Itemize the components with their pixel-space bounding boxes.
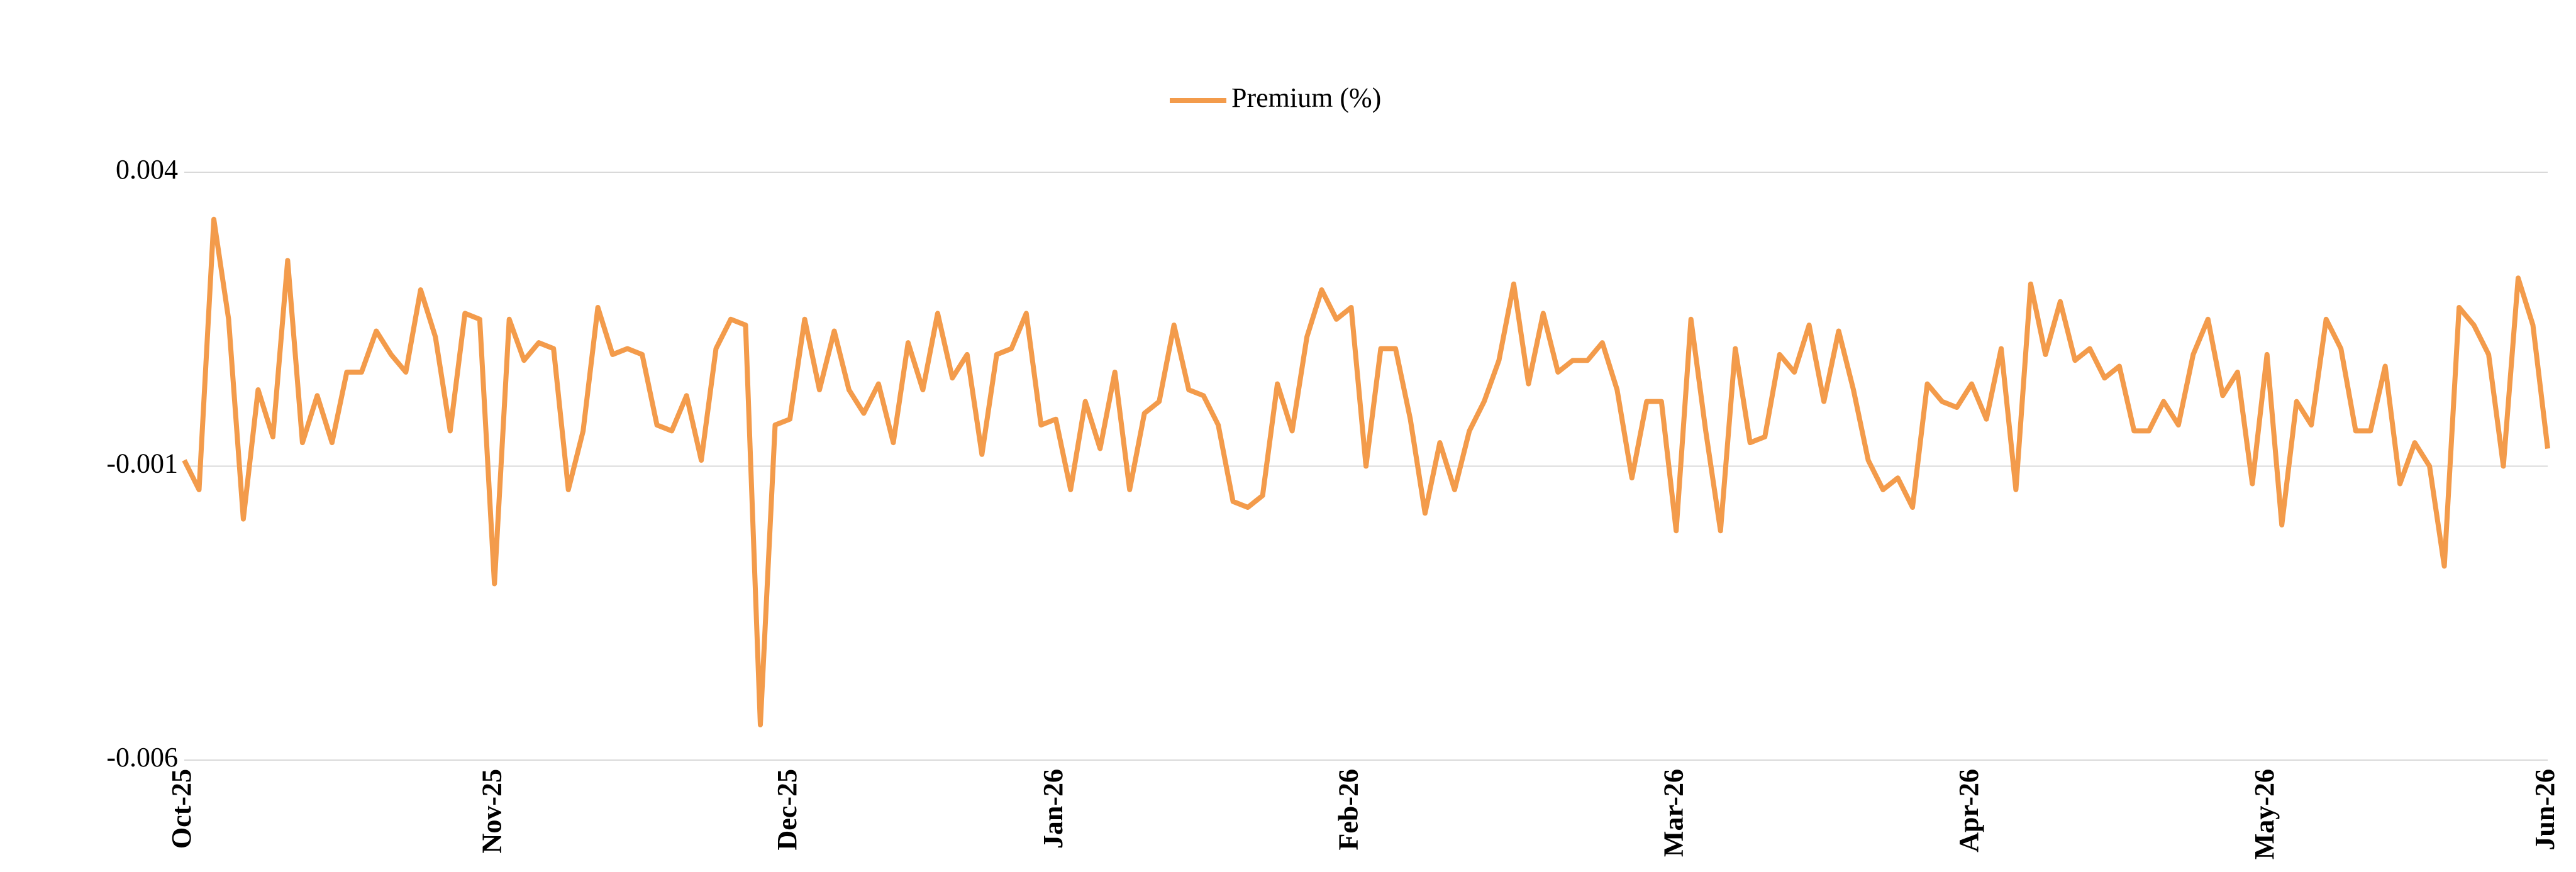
x-tick-label: Jun-26 <box>2529 769 2560 851</box>
data-line <box>182 216 2550 727</box>
y-tick-label: -0.001 <box>106 448 178 479</box>
y-tick-label: 0.004 <box>116 154 178 185</box>
x-tick-label: Apr-26 <box>1953 769 1984 853</box>
x-tick-label: Nov-25 <box>476 769 507 853</box>
x-tick-label: Jan-26 <box>1038 769 1069 849</box>
x-tick-label: May-26 <box>2249 769 2280 859</box>
x-tick-label: Feb-26 <box>1333 769 1364 851</box>
legend-label: Premium (%) <box>1231 82 1381 113</box>
x-tick-label: Dec-25 <box>772 769 802 851</box>
y-tick-label: -0.006 <box>106 742 178 773</box>
x-tick-label: Oct-25 <box>166 769 197 849</box>
x-tick-label: Mar-26 <box>1658 769 1689 857</box>
